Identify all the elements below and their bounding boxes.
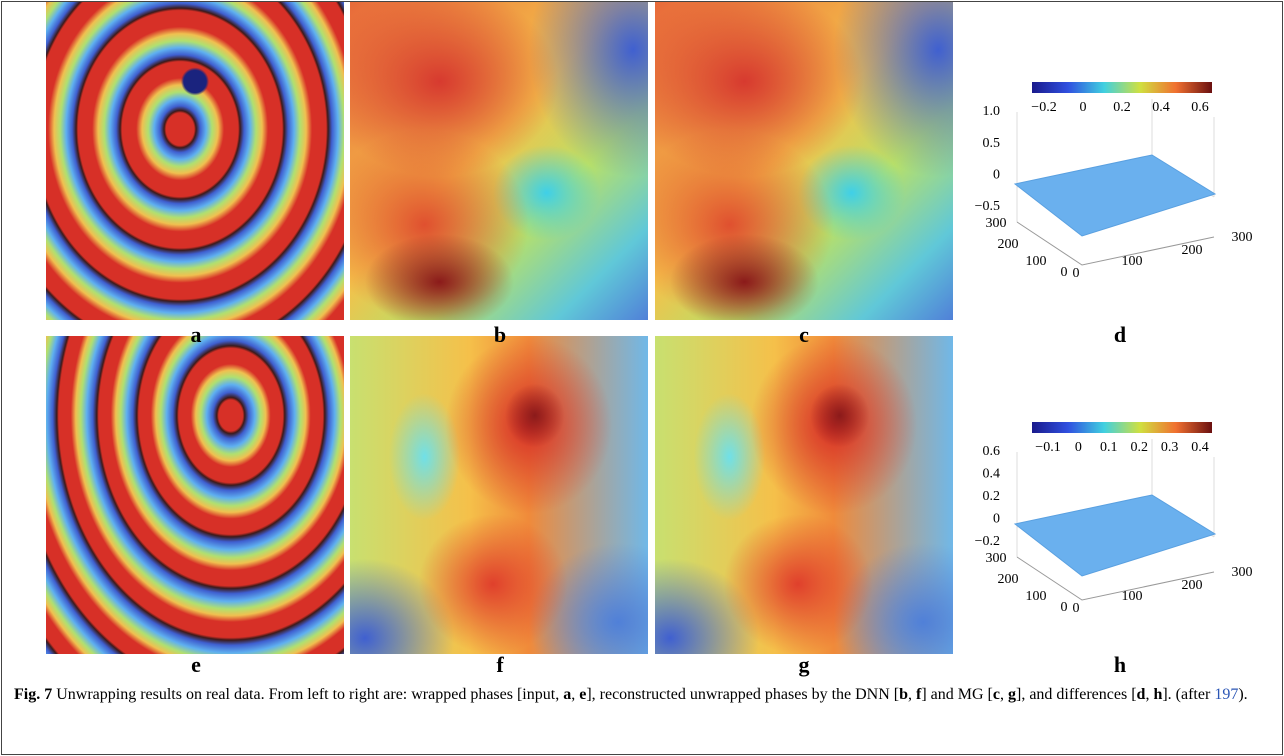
colorbar-tick-label: 0	[1080, 100, 1087, 115]
y-tick-label: 100	[1026, 254, 1047, 269]
x-tick-label: 0	[1073, 266, 1080, 281]
z-tick-label: −0.5	[975, 199, 1000, 214]
caption-text: ).	[1238, 686, 1248, 703]
panel-label: g	[798, 652, 810, 677]
caption-text: d	[1136, 686, 1146, 703]
caption-text: ] and MG [	[921, 686, 993, 703]
panel-label: d	[1113, 322, 1127, 347]
caption-text: b	[899, 686, 909, 703]
axis-box	[1016, 221, 1215, 266]
x-tick-label: 100	[1122, 254, 1143, 269]
y-tick-label: 0	[1061, 265, 1068, 280]
caption-text: ], and differences [	[1016, 686, 1137, 703]
colorbar-tick-label: 0.2	[1130, 440, 1148, 455]
difference-plot: −0.1 0 0.1 0.2 0.3 0.4 0.6 0.4 0.2 0 −0.2 300 200 100…	[975, 422, 1253, 616]
colorbar-tick-label: 0.4	[1191, 440, 1209, 455]
y-tick-label: 0	[1061, 600, 1068, 615]
wrapped-phase-image	[46, 336, 344, 654]
mg-unwrapped-image	[655, 2, 953, 320]
y-tick-label: 200	[998, 237, 1019, 252]
colorbar	[1032, 422, 1212, 433]
caption-text: Unwrapping results on real data. From le…	[52, 686, 564, 703]
caption-text: g	[1008, 686, 1016, 703]
panel-label: e	[191, 652, 201, 677]
difference-surface	[1013, 154, 1217, 237]
caption-text: Fig. 7	[14, 686, 53, 703]
colorbar	[1032, 82, 1212, 93]
panel-label: a	[190, 322, 202, 347]
axis-box	[1016, 556, 1215, 601]
caption-text: ,	[571, 686, 580, 703]
colorbar-tick-label: −0.1	[1035, 440, 1060, 455]
y-tick-label: 200	[998, 572, 1019, 587]
caption-text: ]. (after	[1162, 686, 1215, 703]
caption-text: h	[1153, 686, 1163, 703]
caption-text: ,	[1000, 686, 1008, 703]
panel-label: c	[799, 322, 809, 347]
y-tick-label: 300	[986, 216, 1007, 231]
mg-unwrapped-image	[655, 336, 953, 654]
x-tick-label: 200	[1182, 243, 1203, 258]
caption-text: ,	[1145, 686, 1154, 703]
dnn-unwrapped-image	[350, 2, 648, 320]
caption-text: c	[992, 686, 1000, 703]
x-tick-label: 100	[1122, 589, 1143, 604]
colorbar-tick-label: −0.2	[1031, 100, 1056, 115]
caption-text: f	[916, 686, 922, 703]
colorbar-tick-label: 0	[1075, 440, 1082, 455]
dnn-unwrapped-image	[350, 336, 648, 654]
colorbar-tick-label: 0.6	[1191, 100, 1209, 115]
x-tick-label: 300	[1232, 230, 1253, 245]
caption-text: ,	[908, 686, 917, 703]
colorbar-tick-label: 0.3	[1161, 440, 1179, 455]
difference-surface	[1013, 494, 1217, 577]
y-tick-label: 100	[1026, 589, 1047, 604]
z-tick-label: 0	[993, 512, 1000, 527]
colorbar-tick-label: 0.4	[1152, 100, 1170, 115]
x-tick-label: 0	[1073, 601, 1080, 616]
z-tick-label: 0	[993, 168, 1000, 183]
panel-label: h	[1113, 652, 1127, 677]
caption-text: ], reconstructed unwrapped phases by the…	[586, 686, 900, 703]
caption: Fig. 7 Unwrapping results on real data. …	[14, 682, 1270, 707]
y-tick-label: 300	[986, 551, 1007, 566]
z-tick-label: 0.2	[983, 489, 1001, 504]
panel-label: b	[493, 322, 507, 347]
wrapped-phase-image	[46, 2, 344, 320]
z-tick-label: 0.4	[983, 467, 1001, 482]
z-tick-label: −0.2	[975, 534, 1000, 549]
x-tick-label: 300	[1232, 565, 1253, 580]
z-tick-label: 0.5	[983, 136, 1001, 151]
reference-link[interactable]: 197	[1214, 686, 1239, 703]
caption-text: e	[579, 686, 587, 703]
caption-text: a	[563, 686, 572, 703]
colorbar-tick-label: 0.2	[1113, 100, 1131, 115]
z-tick-label: 0.6	[983, 444, 1001, 459]
z-tick-label: 1.0	[983, 104, 1001, 119]
colorbar-tick-label: 0.1	[1100, 440, 1118, 455]
x-tick-label: 200	[1182, 578, 1203, 593]
panel-label: f	[496, 652, 504, 677]
